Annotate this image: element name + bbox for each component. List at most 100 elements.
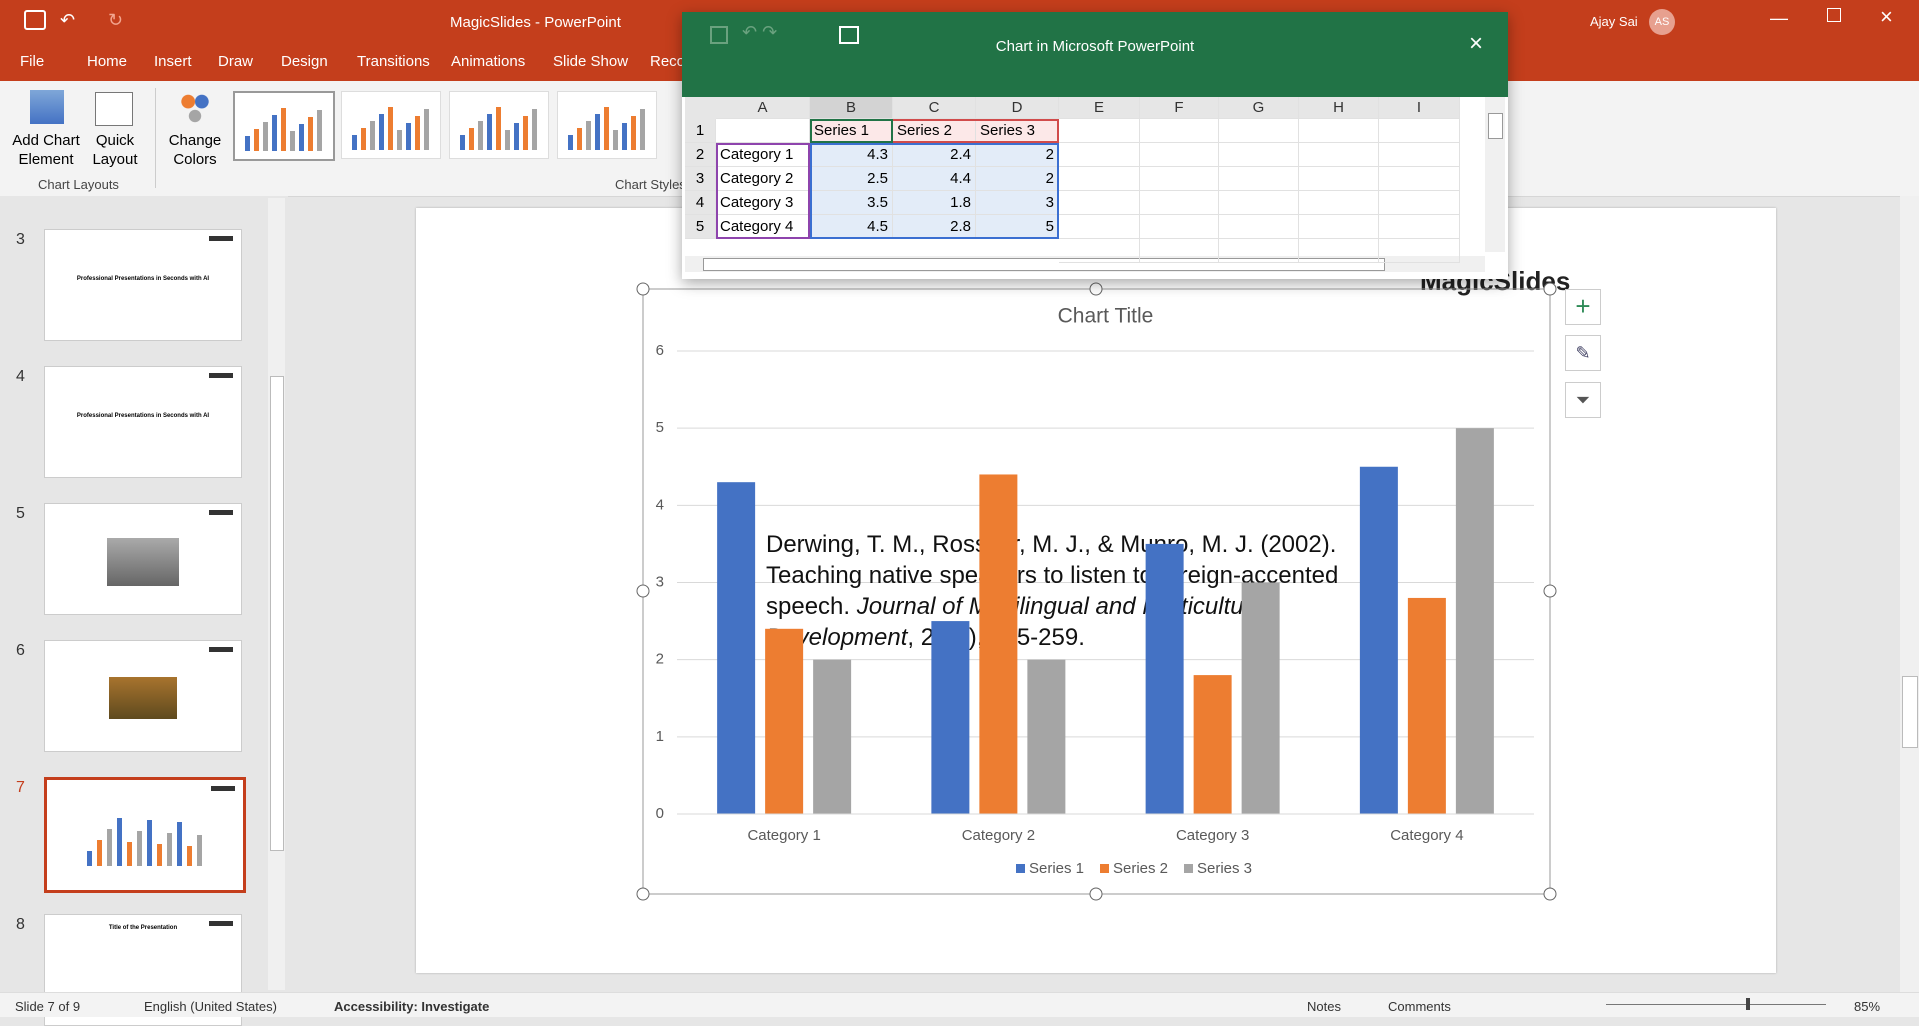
- language[interactable]: English (United States): [144, 999, 277, 1014]
- h-scrollbar[interactable]: [685, 256, 1485, 272]
- add-chart-element[interactable]: Add Chart Element: [10, 131, 82, 169]
- separator: [155, 88, 156, 188]
- cell: [1059, 119, 1140, 143]
- scrollbar[interactable]: [268, 198, 285, 990]
- quick-layout[interactable]: Quick Layout: [80, 131, 150, 169]
- cell: [1140, 239, 1219, 263]
- label: Colors: [173, 151, 217, 168]
- scroll-thumb[interactable]: [270, 376, 284, 851]
- save-icon[interactable]: [24, 10, 46, 30]
- resize-handle[interactable]: [636, 282, 650, 296]
- v-scrollbar[interactable]: [1485, 97, 1505, 252]
- undo-icon[interactable]: ↶ ↷: [742, 22, 778, 42]
- right-scrollbar[interactable]: [1900, 196, 1919, 992]
- scroll-thumb[interactable]: [703, 258, 1385, 271]
- value-cell: 1.8: [893, 191, 976, 215]
- slide-thumbnail[interactable]: Professional Presentations in Seconds wi…: [44, 229, 242, 341]
- chart-elements-button[interactable]: +: [1565, 289, 1601, 325]
- resize-handle[interactable]: [1543, 282, 1557, 296]
- slide-thumbnail[interactable]: [44, 777, 246, 893]
- style-bar: [604, 107, 609, 150]
- zoom-level[interactable]: 85%: [1854, 999, 1881, 1014]
- maximize[interactable]: [1827, 8, 1841, 22]
- cell: [1299, 167, 1379, 191]
- x-tick-label: Category 4: [1390, 827, 1463, 844]
- style-bar: [568, 135, 573, 150]
- close[interactable]: ×: [1469, 30, 1484, 57]
- chart-style[interactable]: [449, 91, 549, 159]
- style-bar: [308, 117, 313, 151]
- status-bar: [0, 992, 1919, 1017]
- row-header: 5: [685, 215, 716, 239]
- undo-icon[interactable]: ↶: [60, 10, 76, 30]
- thumb-bar: [107, 829, 112, 866]
- chart[interactable]: Chart Title 0 1 2 3 4 5 6 Derwing, T. M., Rossit…: [636, 282, 1557, 901]
- slide-number: 5: [16, 505, 25, 522]
- comments-button[interactable]: Comments: [1388, 999, 1451, 1014]
- legend-label: Series 2: [1113, 860, 1168, 877]
- resize-handle[interactable]: [1543, 887, 1557, 901]
- y-tick-label: 6: [656, 342, 664, 359]
- style-bar: [424, 109, 429, 150]
- chart-styles-button[interactable]: ✎: [1565, 335, 1601, 371]
- redo-icon[interactable]: ↻: [108, 10, 124, 30]
- cell: [1059, 143, 1140, 167]
- column-header: F: [1140, 97, 1219, 119]
- resize-handle[interactable]: [636, 584, 650, 598]
- resize-handle[interactable]: [1089, 887, 1103, 901]
- chart-style[interactable]: [557, 91, 657, 159]
- thumb-title: Professional Presentations in Seconds wi…: [76, 276, 210, 282]
- chart-style[interactable]: [341, 91, 441, 159]
- chart-filters-button[interactable]: ⏷: [1565, 382, 1601, 418]
- style-bar: [487, 114, 492, 150]
- ribbon-tab[interactable]: Home: [87, 53, 128, 70]
- zoom-thumb[interactable]: [1746, 998, 1750, 1010]
- resize-handle[interactable]: [1089, 282, 1103, 296]
- scroll-thumb[interactable]: [1488, 113, 1503, 139]
- y-tick-label: 0: [656, 805, 664, 822]
- label: Quick: [95, 132, 135, 149]
- save-icon[interactable]: [710, 26, 728, 44]
- thumb-logo: [211, 786, 235, 791]
- style-bar: [613, 130, 618, 150]
- data-range: [810, 143, 1059, 239]
- style-bar: [469, 128, 474, 150]
- thumb-bar: [137, 831, 142, 866]
- resize-handle[interactable]: [1543, 584, 1557, 598]
- style-bar: [379, 114, 384, 150]
- edit-data-icon[interactable]: [839, 26, 859, 44]
- column-header: G: [1219, 97, 1299, 119]
- user-avatar[interactable]: AS: [1649, 9, 1675, 35]
- ribbon-tab[interactable]: Slide Show: [553, 53, 629, 70]
- chart-style[interactable]: [233, 91, 335, 161]
- legend-label: Series 3: [1197, 860, 1252, 877]
- ribbon-tab[interactable]: Reco: [650, 53, 686, 70]
- ribbon-tab[interactable]: Design: [281, 53, 328, 70]
- bar: [1407, 597, 1446, 814]
- ribbon-tab[interactable]: Animations: [451, 53, 526, 70]
- cell: [1059, 239, 1140, 263]
- series-cell: Series 3: [976, 119, 1059, 143]
- slide-number: 3: [16, 231, 25, 248]
- change-colors[interactable]: Change Colors: [160, 131, 230, 169]
- slide-thumbnail[interactable]: [44, 503, 242, 615]
- bar: [1241, 582, 1280, 814]
- ribbon-tab[interactable]: Transitions: [357, 53, 430, 70]
- cell: [1299, 119, 1379, 143]
- notes-button[interactable]: Notes: [1307, 999, 1341, 1014]
- value-cell: 5: [976, 215, 1059, 239]
- accessibility[interactable]: Accessibility: Investigate: [334, 999, 490, 1014]
- style-bar: [631, 116, 636, 150]
- scroll-thumb[interactable]: [1902, 676, 1918, 748]
- zoom-slider[interactable]: [1606, 998, 1826, 1010]
- minimize[interactable]: —: [1770, 8, 1788, 28]
- slide-thumbnail[interactable]: [44, 640, 242, 752]
- resize-handle[interactable]: [636, 887, 650, 901]
- slide-thumbnail[interactable]: Professional Presentations in Seconds wi…: [44, 366, 242, 478]
- ribbon-tab[interactable]: File: [20, 53, 45, 70]
- ribbon-tab[interactable]: Draw: [218, 53, 254, 70]
- thumb-image: [107, 538, 179, 586]
- close[interactable]: ×: [1880, 4, 1893, 29]
- ribbon-tab[interactable]: Insert: [154, 53, 192, 70]
